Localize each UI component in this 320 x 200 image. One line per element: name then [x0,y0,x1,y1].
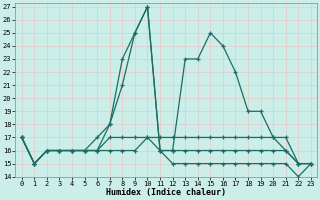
X-axis label: Humidex (Indice chaleur): Humidex (Indice chaleur) [106,188,226,197]
